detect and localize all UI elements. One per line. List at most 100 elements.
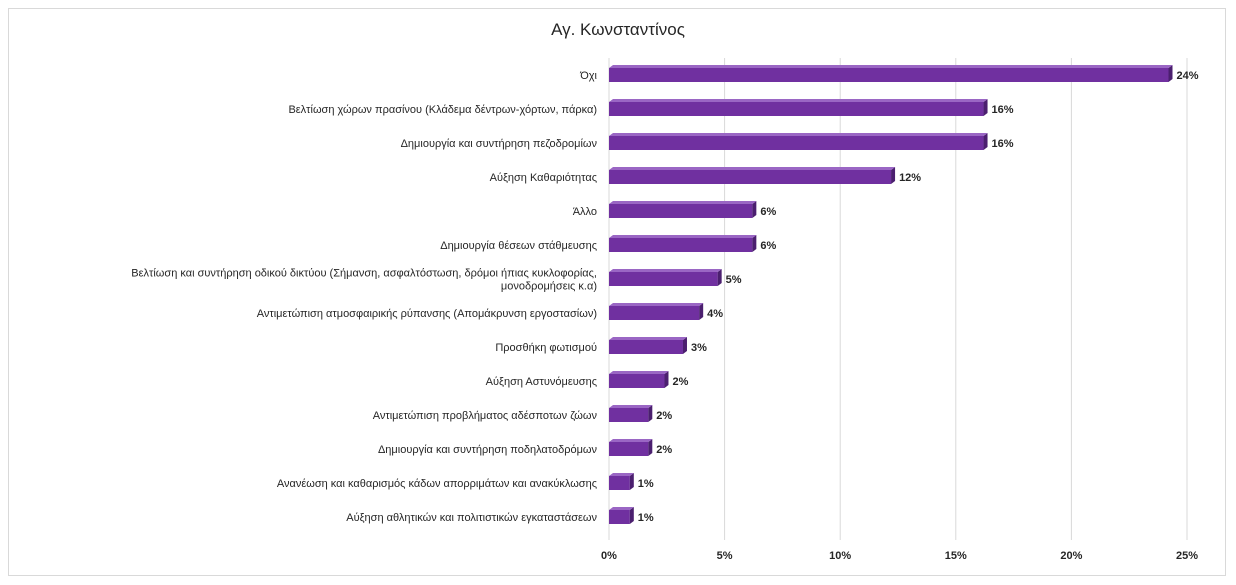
bar-side bbox=[752, 235, 757, 252]
bar-face bbox=[609, 442, 649, 456]
category-label: Όχι bbox=[579, 70, 597, 82]
bar-top bbox=[609, 473, 634, 476]
bar-side bbox=[983, 99, 988, 116]
category-label-line: Δημιουργία θέσεων στάθμευσης bbox=[440, 240, 597, 252]
value-label: 12% bbox=[899, 172, 921, 184]
chart-title: Αγ. Κωνσταντίνος bbox=[551, 20, 685, 39]
bar-face bbox=[609, 510, 630, 524]
bar-top bbox=[609, 371, 669, 374]
bar-face bbox=[609, 306, 700, 320]
bar-top bbox=[609, 507, 634, 510]
value-label: 3% bbox=[691, 342, 707, 354]
category-label: Βελτίωση και συντήρηση οδικού δικτύου (Σ… bbox=[131, 268, 597, 293]
value-label: 1% bbox=[638, 478, 654, 490]
x-tick-label: 0% bbox=[601, 550, 617, 562]
bar-top bbox=[609, 235, 757, 238]
bar bbox=[609, 133, 988, 150]
bar bbox=[609, 507, 634, 524]
bar-side bbox=[1168, 65, 1173, 82]
value-label: 6% bbox=[760, 206, 776, 218]
value-label: 2% bbox=[672, 376, 688, 388]
bar-top bbox=[609, 303, 704, 306]
value-labels: 24% 16% 16% 12% 6% 6% 5% 4% 3% 2% 2% 2% 1% 1% bbox=[638, 70, 1199, 524]
bar-face bbox=[609, 204, 753, 218]
bar-top bbox=[609, 167, 896, 170]
bar bbox=[609, 99, 988, 116]
bar-face bbox=[609, 170, 892, 184]
value-label: 5% bbox=[726, 274, 742, 286]
category-label-line: Βελτίωση χώρων πρασίνου (Κλάδεμα δέντρων… bbox=[288, 104, 597, 116]
bar bbox=[609, 405, 653, 422]
category-label-line: μονοδρομήσεις κ.α) bbox=[501, 281, 597, 293]
bar-side bbox=[648, 405, 653, 422]
bar-face bbox=[609, 272, 718, 286]
category-label: Αύξηση Καθαριότητας bbox=[490, 172, 597, 184]
bar-face bbox=[609, 340, 683, 354]
bar-side bbox=[891, 167, 896, 184]
category-label: Ανανέωση και καθαρισμός κάδων απορριμάτω… bbox=[277, 478, 597, 490]
category-label-line: Άλλο bbox=[573, 206, 597, 218]
x-tick-label: 5% bbox=[717, 550, 733, 562]
value-label: 1% bbox=[638, 512, 654, 524]
category-label-line: Αντιμετώπιση προβλήματος αδέσποτων ζώων bbox=[373, 410, 598, 422]
bar bbox=[609, 337, 687, 354]
category-label-line: Δημιουργία και συντήρηση πεζοδρομίων bbox=[401, 138, 598, 150]
bar-top bbox=[609, 439, 653, 442]
category-label-line: Προσθήκη φωτισμού bbox=[495, 342, 597, 354]
category-label: Αντιμετώπιση προβλήματος αδέσποτων ζώων bbox=[373, 410, 598, 422]
category-label: Άλλο bbox=[573, 206, 597, 218]
category-label-line: Όχι bbox=[579, 70, 597, 82]
bar-side bbox=[682, 337, 687, 354]
category-labels: Όχι Βελτίωση χώρων πρασίνου (Κλάδεμα δέντ… bbox=[131, 70, 597, 524]
value-label: 16% bbox=[992, 104, 1014, 116]
category-label: Δημιουργία και συντήρηση ποδηλατοδρόμων bbox=[378, 444, 598, 456]
bar-face bbox=[609, 238, 753, 252]
bar-top bbox=[609, 405, 653, 408]
category-label-line: Δημιουργία και συντήρηση ποδηλατοδρόμων bbox=[378, 444, 598, 456]
category-label: Αύξηση Αστυνόμευσης bbox=[486, 376, 597, 388]
value-label: 2% bbox=[656, 410, 672, 422]
category-label-line: Αύξηση Καθαριότητας bbox=[490, 172, 597, 184]
category-label: Προσθήκη φωτισμού bbox=[495, 342, 597, 354]
x-tick-label: 20% bbox=[1060, 550, 1082, 562]
value-label: 6% bbox=[760, 240, 776, 252]
bar-face bbox=[609, 476, 630, 490]
x-tick-labels: 0% 5% 10% 15% 20% 25% bbox=[601, 550, 1198, 562]
x-tick-label: 25% bbox=[1176, 550, 1198, 562]
category-label: Αύξηση αθλητικών και πολιτιστικών εγκατα… bbox=[346, 512, 597, 524]
value-label: 4% bbox=[707, 308, 723, 320]
bar-side bbox=[629, 473, 634, 490]
bar-side bbox=[629, 507, 634, 524]
category-label: Αντιμετώπιση ατμοσφαιρικής ρύπανσης (Απο… bbox=[257, 308, 597, 320]
category-label-line: Ανανέωση και καθαρισμός κάδων απορριμάτω… bbox=[277, 478, 597, 490]
bar-top bbox=[609, 99, 988, 102]
bar bbox=[609, 235, 757, 252]
category-label: Βελτίωση χώρων πρασίνου (Κλάδεμα δέντρων… bbox=[288, 104, 597, 116]
bar-face bbox=[609, 68, 1169, 82]
bar-side bbox=[717, 269, 722, 286]
bar bbox=[609, 201, 757, 218]
bar-side bbox=[648, 439, 653, 456]
bar-top bbox=[609, 337, 687, 340]
category-label-line: Αντιμετώπιση ατμοσφαιρικής ρύπανσης (Απο… bbox=[257, 308, 597, 320]
bar bbox=[609, 473, 634, 490]
bar-side bbox=[664, 371, 669, 388]
bar bbox=[609, 303, 704, 320]
bar-face bbox=[609, 102, 984, 116]
bar-side bbox=[752, 201, 757, 218]
category-label: Δημιουργία θέσεων στάθμευσης bbox=[440, 240, 597, 252]
x-tick-label: 10% bbox=[829, 550, 851, 562]
bar bbox=[609, 269, 722, 286]
category-label-line: Βελτίωση και συντήρηση οδικού δικτύου (Σ… bbox=[131, 268, 597, 280]
bar-top bbox=[609, 65, 1173, 68]
category-label-line: Αύξηση αθλητικών και πολιτιστικών εγκατα… bbox=[346, 512, 597, 524]
bar-face bbox=[609, 408, 649, 422]
bar-face bbox=[609, 374, 665, 388]
bar bbox=[609, 167, 896, 184]
value-label: 16% bbox=[992, 138, 1014, 150]
bar-face bbox=[609, 136, 984, 150]
category-label: Δημιουργία και συντήρηση πεζοδρομίων bbox=[401, 138, 598, 150]
bar-top bbox=[609, 201, 757, 204]
bar bbox=[609, 371, 669, 388]
